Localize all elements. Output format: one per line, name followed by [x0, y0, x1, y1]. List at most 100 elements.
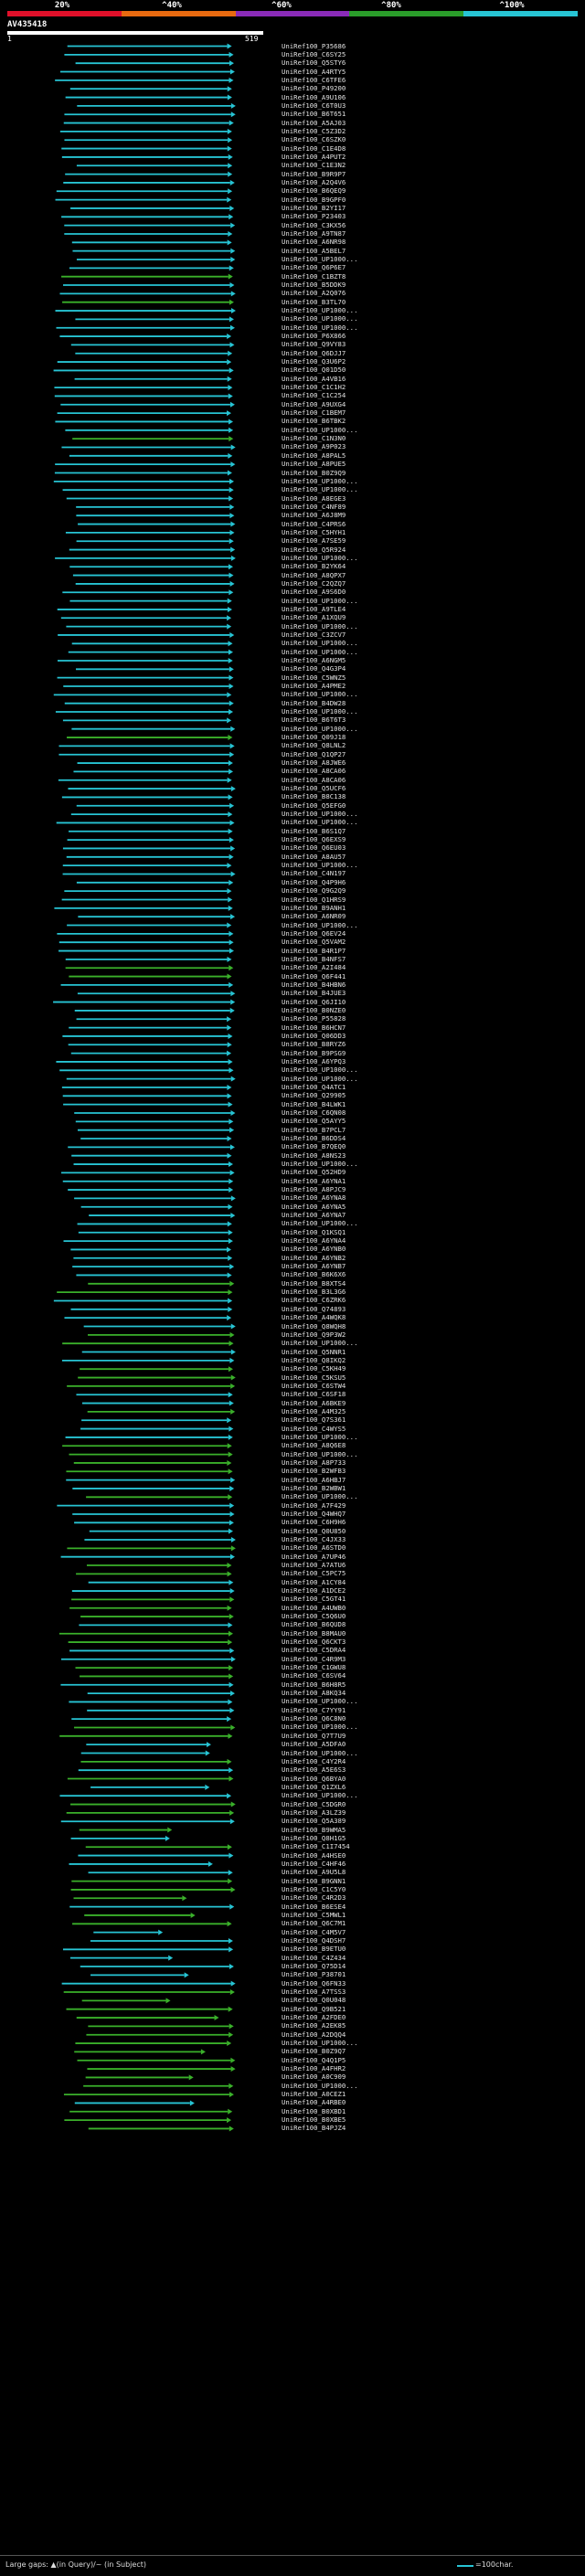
hit-label-link[interactable]: UniRef100_A1XQU9 [282, 613, 346, 622]
hit-label-link[interactable]: UniRef100_C5MWL1 [282, 1910, 346, 1919]
hit-label-link[interactable]: UniRef100_UP1000... [282, 1449, 358, 1458]
hit-label-link[interactable]: UniRef100_A8Q6E8 [282, 1441, 346, 1450]
hit-label-link[interactable]: UniRef100_B6T651 [282, 110, 346, 119]
hit-label-link[interactable]: UniRef100_UP1000... [282, 920, 358, 929]
hit-label-link[interactable]: UniRef100_C5GT41 [282, 1595, 346, 1604]
hit-label-link[interactable]: UniRef100_Q4Q1P5 [282, 2055, 346, 2064]
hit-label-link[interactable]: UniRef100_B4HBN6 [282, 980, 346, 989]
hit-label-link[interactable]: UniRef100_Q52HD9 [282, 1168, 346, 1177]
hit-label-link[interactable]: UniRef100_B9WMA5 [282, 1825, 346, 1834]
hit-label-link[interactable]: UniRef100_B0XBD1 [282, 2106, 346, 2115]
hit-label-link[interactable]: UniRef100_A9S6D0 [282, 588, 346, 597]
hit-label-link[interactable]: UniRef100_P38701 [282, 1970, 346, 1979]
hit-label-link[interactable]: UniRef100_UP1000... [282, 639, 358, 648]
hit-label-link[interactable]: UniRef100_A8EGE3 [282, 493, 346, 503]
hit-label-link[interactable]: UniRef100_UP1000... [282, 1219, 358, 1228]
hit-label-link[interactable]: UniRef100_Q6F441 [282, 971, 346, 981]
hit-label-link[interactable]: UniRef100_A6NGM5 [282, 655, 346, 664]
hit-label-link[interactable]: UniRef100_Q3U6P2 [282, 357, 346, 366]
hit-label-link[interactable]: UniRef100_B4JUE3 [282, 989, 346, 998]
hit-label-link[interactable]: UniRef100_UP1000... [282, 2081, 358, 2090]
hit-label-link[interactable]: UniRef100_A8PUE5 [282, 460, 346, 469]
hit-label-link[interactable]: UniRef100_C6ZRK6 [282, 1296, 346, 1305]
hit-label-link[interactable]: UniRef100_A2EK85 [282, 2021, 346, 2030]
hit-label-link[interactable]: UniRef100_B0NZE0 [282, 1005, 346, 1014]
hit-label-link[interactable]: UniRef100_B9ETU0 [282, 1945, 346, 1954]
hit-label-link[interactable]: UniRef100_A8NS23 [282, 1150, 346, 1160]
hit-label-link[interactable]: UniRef100_Q7S361 [282, 1415, 346, 1425]
hit-label-link[interactable]: UniRef100_B3TL70 [282, 297, 346, 306]
hit-label-link[interactable]: UniRef100_UP1000... [282, 707, 358, 716]
hit-label-link[interactable]: UniRef100_A4FHR2 [282, 2064, 346, 2073]
hit-label-link[interactable]: UniRef100_UP1000... [282, 476, 358, 485]
hit-label-link[interactable]: UniRef100_A4RTY5 [282, 67, 346, 76]
hit-label-link[interactable]: UniRef100_C5Z3D2 [282, 126, 346, 135]
hit-label-link[interactable]: UniRef100_Q9G2Q9 [282, 886, 346, 896]
hit-label-link[interactable]: UniRef100_A8P733 [282, 1458, 346, 1467]
hit-label-link[interactable]: UniRef100_Q4P9H6 [282, 877, 346, 886]
hit-label-link[interactable]: UniRef100_Q9VY83 [282, 340, 346, 349]
hit-label-link[interactable]: UniRef100_C6T0U3 [282, 101, 346, 110]
hit-label-link[interactable]: UniRef100_Q01D50 [282, 366, 346, 375]
hit-label-link[interactable]: UniRef100_B4DW28 [282, 698, 346, 707]
hit-label-link[interactable]: UniRef100_B9PSG9 [282, 1048, 346, 1057]
hit-label-link[interactable]: UniRef100_B9ANH1 [282, 903, 346, 912]
hit-label-link[interactable]: UniRef100_B9R9P7 [282, 169, 346, 178]
hit-label-link[interactable]: UniRef100_C5DGR0 [282, 1799, 346, 1808]
hit-label-link[interactable]: UniRef100_B7PCL7 [282, 1125, 346, 1134]
hit-label-link[interactable]: UniRef100_C5HYH1 [282, 527, 346, 536]
hit-label-link[interactable]: UniRef100_Q06DD3 [282, 1031, 346, 1040]
hit-label-link[interactable]: UniRef100_A6YNA4 [282, 1236, 346, 1246]
hit-label-link[interactable]: UniRef100_A6YNA7 [282, 1211, 346, 1220]
hit-label-link[interactable]: UniRef100_A8QPX7 [282, 570, 346, 579]
hit-label-link[interactable]: UniRef100_B6H8R5 [282, 1680, 346, 1689]
hit-label-link[interactable]: UniRef100_A9UXG4 [282, 399, 346, 408]
hit-label-link[interactable]: UniRef100_A4HSE0 [282, 1850, 346, 1860]
hit-label-link[interactable]: UniRef100_C3KX56 [282, 220, 346, 229]
hit-label-link[interactable]: UniRef100_A2FDE0 [282, 2013, 346, 2022]
hit-label-link[interactable]: UniRef100_A8PJC9 [282, 1185, 346, 1194]
hit-label-link[interactable]: UniRef100_A8AU57 [282, 852, 346, 861]
hit-label-link[interactable]: UniRef100_Q6EXS9 [282, 835, 346, 844]
hit-label-link[interactable]: UniRef100_Q5R924 [282, 545, 346, 554]
hit-label-link[interactable]: UniRef100_B0Z9Q7 [282, 2047, 346, 2056]
hit-label-link[interactable]: UniRef100_C4HF46 [282, 1859, 346, 1868]
hit-label-link[interactable]: UniRef100_Q5EFG0 [282, 800, 346, 810]
hit-label-link[interactable]: UniRef100_UP1000... [282, 255, 358, 263]
hit-label-link[interactable]: UniRef100_C4Y2R4 [282, 1756, 346, 1765]
hit-label-link[interactable]: UniRef100_A1CY84 [282, 1577, 346, 1586]
hit-label-link[interactable]: UniRef100_UP1000... [282, 724, 358, 733]
hit-label-link[interactable]: UniRef100_UP1000... [282, 1339, 358, 1348]
hit-label-link[interactable]: UniRef100_C1C254 [282, 391, 346, 400]
hit-label-link[interactable]: UniRef100_A6HBJ7 [282, 1475, 346, 1484]
hit-label-link[interactable]: UniRef100_A4UWB0 [282, 1603, 346, 1612]
hit-label-link[interactable]: UniRef100_A6STD0 [282, 1543, 346, 1553]
hit-label-link[interactable]: UniRef100_UP1000... [282, 553, 358, 562]
hit-label-link[interactable]: UniRef100_B0Z9Q9 [282, 468, 346, 477]
hit-label-link[interactable]: UniRef100_C6TFE6 [282, 75, 346, 84]
hit-label-link[interactable]: UniRef100_Q6C7M1 [282, 1919, 346, 1928]
hit-label-link[interactable]: UniRef100_Q6FN33 [282, 1978, 346, 1988]
hit-label-link[interactable]: UniRef100_B6HCN7 [282, 1023, 346, 1032]
hit-label-link[interactable]: UniRef100_Q8WQH8 [282, 1321, 346, 1330]
hit-label-link[interactable]: UniRef100_B8RYZ6 [282, 1040, 346, 1049]
hit-label-link[interactable]: UniRef100_C1C5Y0 [282, 1884, 346, 1893]
hit-label-link[interactable]: UniRef100_Q1KSQ1 [282, 1227, 346, 1236]
hit-label-link[interactable]: UniRef100_C1E4D8 [282, 143, 346, 153]
hit-label-link[interactable]: UniRef100_C1I7454 [282, 1842, 350, 1851]
hit-label-link[interactable]: UniRef100_A2Q4V6 [282, 177, 346, 186]
hit-label-link[interactable]: UniRef100_A9U106 [282, 92, 346, 101]
hit-label-link[interactable]: UniRef100_Q8IKQ2 [282, 1355, 346, 1364]
hit-label-link[interactable]: UniRef100_Q5NNR1 [282, 1347, 346, 1356]
hit-label-link[interactable]: UniRef100_B8MAU0 [282, 1628, 346, 1638]
hit-label-link[interactable]: UniRef100_P35686 [282, 41, 346, 50]
hit-label-link[interactable]: UniRef100_Q6EV24 [282, 928, 346, 938]
hit-label-link[interactable]: UniRef100_C1C1H2 [282, 383, 346, 392]
hit-label-link[interactable]: UniRef100_C1GWU8 [282, 1663, 346, 1672]
hit-label-link[interactable]: UniRef100_B2WFB3 [282, 1467, 346, 1476]
hit-label-link[interactable]: UniRef100_Q6EU03 [282, 843, 346, 853]
hit-label-link[interactable]: UniRef100_A0C909 [282, 2072, 346, 2082]
hit-label-link[interactable]: UniRef100_A8JWE6 [282, 758, 346, 768]
hit-label-link[interactable]: UniRef100_Q8H1G5 [282, 1833, 346, 1842]
hit-label-link[interactable]: UniRef100_UP1000... [282, 306, 358, 315]
